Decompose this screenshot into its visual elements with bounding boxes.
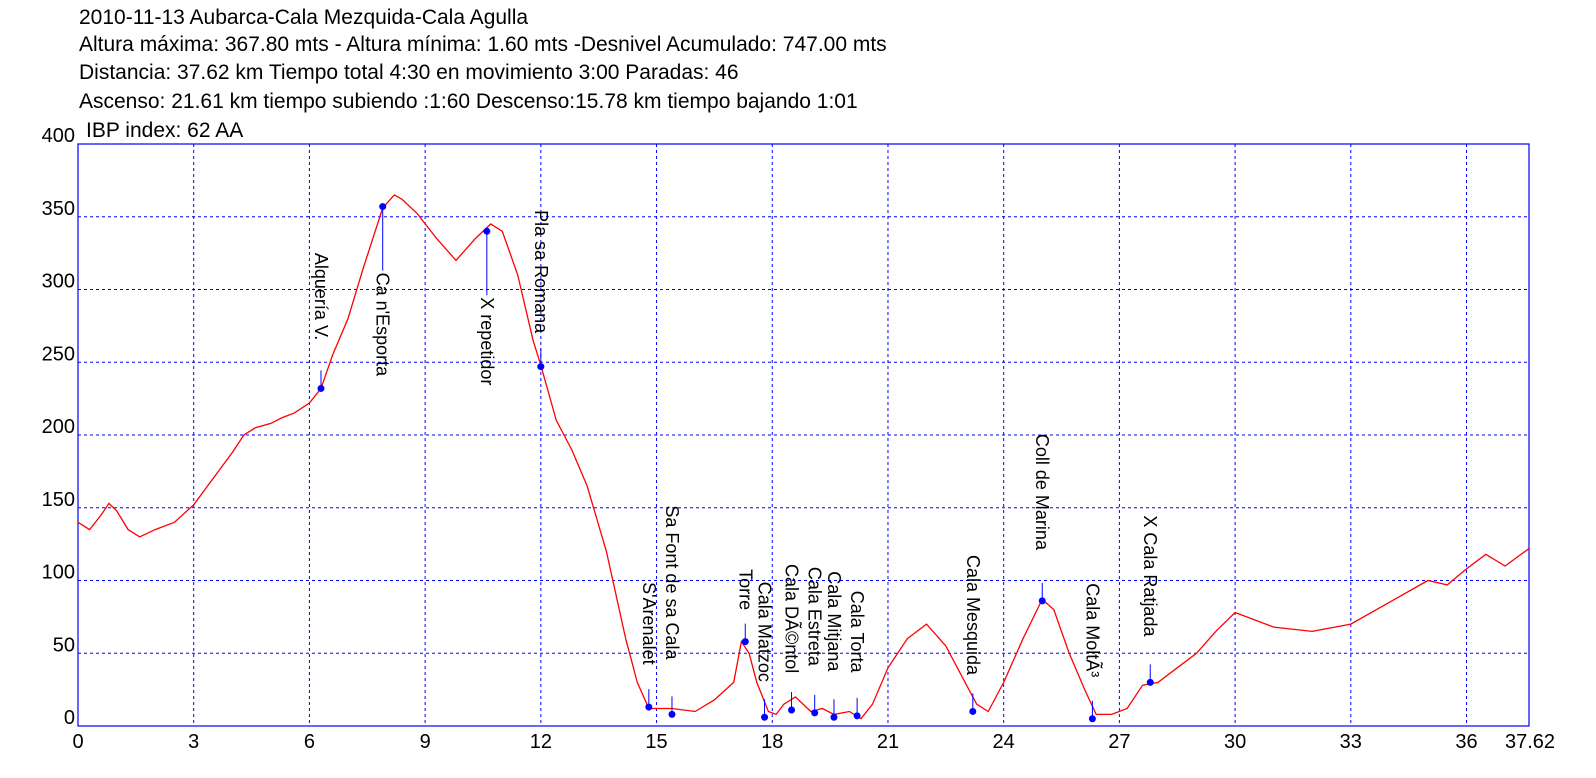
x-tick-label: 36 <box>1455 731 1477 753</box>
x-tick-label: 27 <box>1108 731 1130 753</box>
waypoint-marker <box>830 713 838 721</box>
altitude-summary: Altura máxima: 367.80 mts - Altura mínim… <box>79 33 887 56</box>
waypoint-marker <box>1088 715 1096 723</box>
waypoint-label: S'Arenalet <box>639 582 659 665</box>
x-tick-label: 9 <box>420 731 431 753</box>
x-tick-label: 12 <box>530 731 552 753</box>
waypoint-label: X Cala Ratjada <box>1140 515 1160 637</box>
waypoint-marker <box>761 713 769 721</box>
x-tick-label: 15 <box>645 731 667 753</box>
x-tick-label: 3 <box>188 731 199 753</box>
waypoint-label: Pla sa Romana <box>531 210 551 334</box>
x-tick-label-end: 37.62 <box>1505 731 1555 753</box>
x-tick-label: 30 <box>1224 731 1246 753</box>
x-tick-label: 6 <box>304 731 315 753</box>
x-tick-label: 0 <box>72 731 83 753</box>
y-tick-label: 50 <box>53 634 75 656</box>
waypoint-label: Cala MoltÃ³ <box>1082 583 1103 677</box>
waypoint-marker <box>788 706 796 714</box>
waypoint-label: Cala Matzoc <box>755 582 775 682</box>
waypoint-label: Ca n'Esporta <box>373 273 393 377</box>
waypoint-label: Cala Mesquida <box>963 555 983 676</box>
y-tick-label: 400 <box>42 125 75 147</box>
elevation-line <box>77 194 1530 720</box>
y-tick-label: 300 <box>42 271 75 293</box>
waypoint-marker <box>483 227 491 235</box>
waypoint-marker <box>379 203 387 211</box>
waypoint-label: Coll de Marina <box>1032 434 1052 551</box>
waypoint-marker <box>1038 597 1046 605</box>
ascent-descent-summary: Ascenso: 21.61 km tiempo subiendo :1:60 … <box>79 90 858 113</box>
y-tick-label: 250 <box>42 343 75 365</box>
ibp-index: IBP index: 62 AA <box>86 119 244 142</box>
waypoint-marker <box>853 712 861 720</box>
waypoint-label: Sa Font de sa Cala <box>662 505 682 660</box>
y-tick-label: 200 <box>42 416 75 438</box>
y-tick-label: 0 <box>64 707 75 729</box>
waypoint-label: X repetidor <box>477 297 497 385</box>
plot-frame <box>77 143 1530 727</box>
waypoint-marker <box>645 703 653 711</box>
waypoint-marker <box>668 710 676 718</box>
waypoint-marker <box>317 384 325 392</box>
waypoint-label: Cala Estreta <box>805 567 825 667</box>
waypoint-label: Cala Mitjana <box>824 571 844 672</box>
x-tick-label: 33 <box>1340 731 1362 753</box>
waypoint-marker <box>537 363 545 371</box>
waypoint-label: Torre <box>735 569 755 610</box>
waypoint-marker <box>969 707 977 715</box>
waypoint-label: Cala DÃ©ntol <box>782 564 803 673</box>
y-tick-label: 150 <box>42 489 75 511</box>
waypoint-marker <box>1146 678 1154 686</box>
x-tick-label: 24 <box>993 731 1015 753</box>
waypoint-label: Alquería V. <box>311 253 331 340</box>
distance-summary: Distancia: 37.62 km Tiempo total 4:30 en… <box>79 61 739 84</box>
waypoint-marker <box>741 638 749 646</box>
x-tick-label: 21 <box>877 731 899 753</box>
y-tick-label: 100 <box>42 562 75 584</box>
y-tick-label: 350 <box>42 198 75 220</box>
chart-title: 2010-11-13 Aubarca-Cala Mezquida-Cala Ag… <box>79 6 529 29</box>
x-tick-label: 18 <box>761 731 783 753</box>
waypoint-label: Cala Torta <box>847 591 867 674</box>
waypoint-marker <box>811 709 819 717</box>
